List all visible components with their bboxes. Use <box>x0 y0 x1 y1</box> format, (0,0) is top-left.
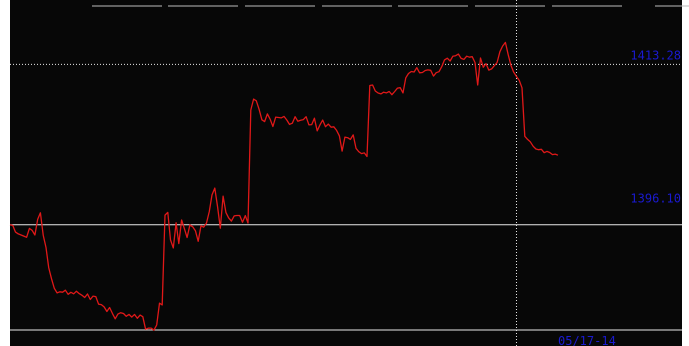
y-tick-label-reference: 1396.10 <box>630 192 681 206</box>
plot-background <box>10 0 682 346</box>
x-tick-label-date: 05/17-14 <box>558 334 616 346</box>
y-tick-label-crosshair: 1413.28 <box>630 48 681 62</box>
series-line <box>9 41 559 331</box>
